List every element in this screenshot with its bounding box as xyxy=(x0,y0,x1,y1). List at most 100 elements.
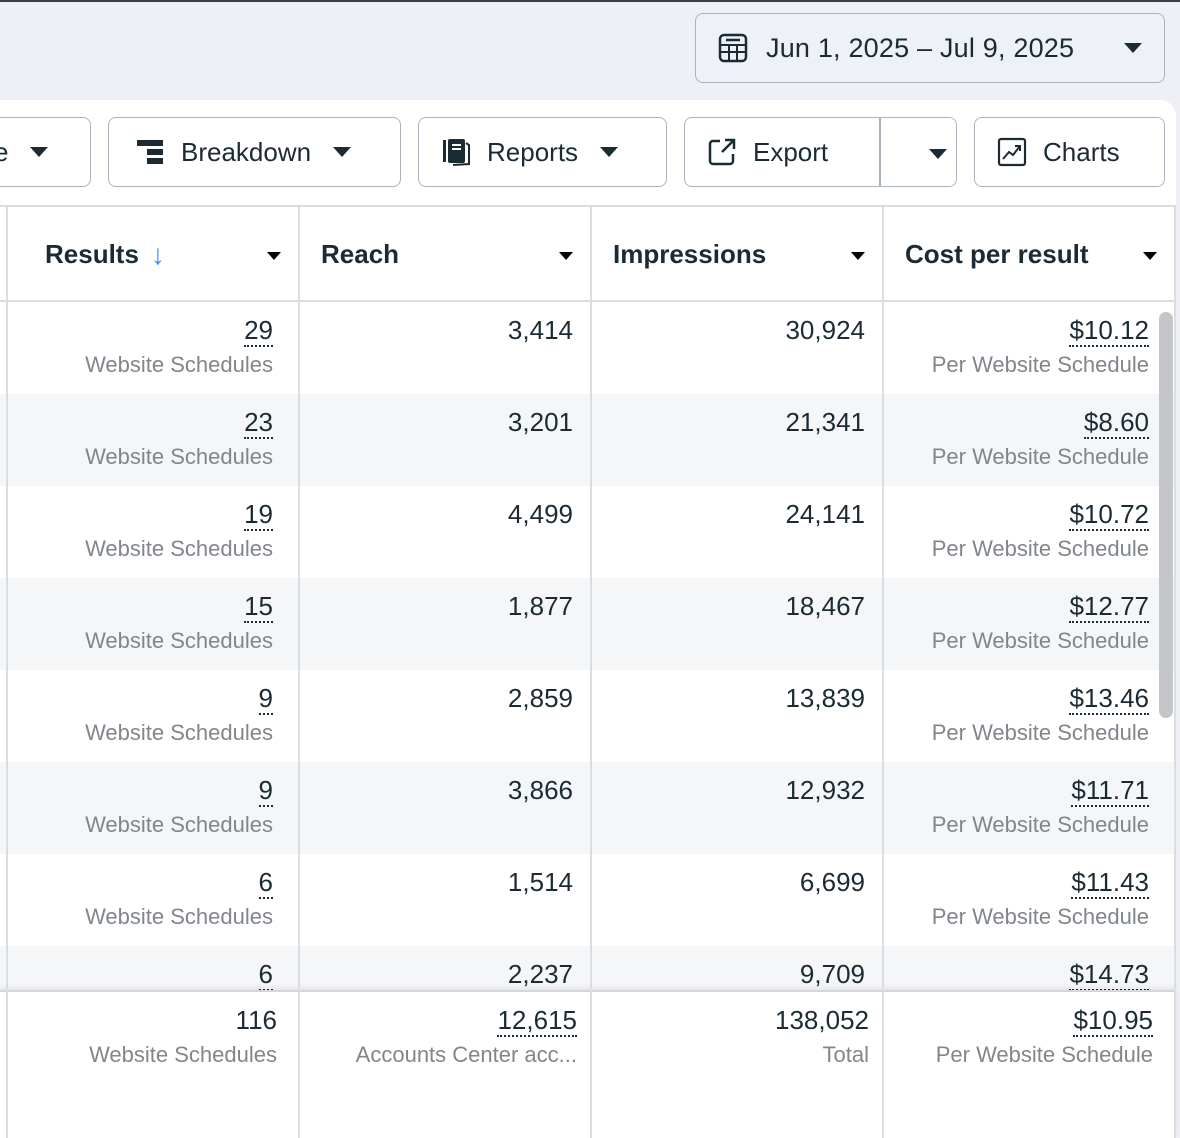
column-menu-chevron-icon[interactable] xyxy=(1143,252,1157,260)
charts-label: Charts xyxy=(1043,136,1120,167)
column-menu-chevron-icon[interactable] xyxy=(267,252,281,260)
impressions-value: 30,924 xyxy=(785,315,865,345)
truncated-dropdown-button[interactable]: ce xyxy=(0,117,91,187)
reports-button[interactable]: Reports xyxy=(418,117,667,187)
results-label: Website Schedules xyxy=(85,904,273,929)
results-value[interactable]: 6 xyxy=(258,867,273,899)
table-row[interactable]: 6 Website Schedules 1,514 6,699 $11.43 Per We… xyxy=(0,854,1176,946)
total-cost-value[interactable]: $10.95 xyxy=(1073,1005,1153,1037)
impressions-cell: 6,699 xyxy=(592,854,865,946)
reports-icon xyxy=(443,139,470,166)
results-label: Website Schedules xyxy=(85,812,273,837)
breakdown-button[interactable]: Breakdown xyxy=(108,117,401,187)
total-reach-cell: 12,615 Accounts Center acc... xyxy=(300,992,577,1138)
cost-per-result-value[interactable]: $8.60 xyxy=(1083,407,1149,439)
reach-cell: 1,514 xyxy=(300,854,573,946)
cost-per-result-cell: $12.77 Per Website Schedule xyxy=(884,578,1149,670)
total-results-label: Website Schedules xyxy=(89,1042,277,1067)
table-row[interactable]: 19 Website Schedules 4,499 24,141 $10.72 Per … xyxy=(0,486,1176,578)
impressions-cell: 9,709 xyxy=(592,946,865,990)
impressions-cell: 12,932 xyxy=(592,762,865,854)
results-value[interactable]: 6 xyxy=(258,959,273,990)
impressions-cell: 18,467 xyxy=(592,578,865,670)
results-value[interactable]: 23 xyxy=(244,407,273,439)
reach-value: 2,859 xyxy=(507,683,573,713)
table-row[interactable]: 29 Website Schedules 3,414 30,924 $10.12 Per … xyxy=(0,302,1176,394)
reach-value: 4,499 xyxy=(507,499,573,529)
results-value[interactable]: 9 xyxy=(258,775,273,807)
results-table: Results ↓ Reach Impressions Cost per res… xyxy=(0,205,1176,1138)
column-label: Impressions xyxy=(613,239,767,269)
impressions-cell: 13,839 xyxy=(592,670,865,762)
results-cell: 6 Website Schedules xyxy=(0,854,273,946)
impressions-value: 24,141 xyxy=(785,499,865,529)
export-button[interactable]: Export xyxy=(684,117,957,187)
table-row[interactable]: 23 Website Schedules 3,201 21,341 $8.60 Per W… xyxy=(0,394,1176,486)
results-cell: 9 Website Schedules xyxy=(0,670,273,762)
date-range-picker[interactable]: Jun 1, 2025 – Jul 9, 2025 xyxy=(695,13,1165,83)
results-label: Website Schedules xyxy=(85,628,273,653)
reach-value: 3,414 xyxy=(507,315,573,345)
total-impressions-label: Total xyxy=(822,1042,869,1067)
impressions-value: 21,341 xyxy=(785,407,865,437)
total-cost-cell: $10.95 Per Website Schedule xyxy=(884,992,1153,1138)
charts-icon xyxy=(997,137,1027,167)
cost-per-result-label: Per Website Schedule xyxy=(931,352,1149,377)
cost-per-result-cell: $14.73Per Website Schedule xyxy=(884,946,1149,990)
export-label: Export xyxy=(753,136,829,167)
column-divider xyxy=(1174,205,1176,1138)
cost-per-result-cell: $8.60 Per Website Schedule xyxy=(884,394,1149,486)
column-header-results[interactable]: Results ↓ xyxy=(8,207,299,302)
table-totals-row: 116 Website Schedules 12,615 Accounts Ce… xyxy=(0,990,1176,1138)
chevron-down-icon xyxy=(1124,43,1142,53)
cost-per-result-cell: $13.46 Per Website Schedule xyxy=(884,670,1149,762)
results-value[interactable]: 15 xyxy=(244,591,273,623)
table-body: 29 Website Schedules 3,414 30,924 $10.12 Per … xyxy=(0,302,1176,990)
chevron-down-icon xyxy=(30,147,49,157)
cost-per-result-value[interactable]: $10.12 xyxy=(1069,315,1149,347)
column-header-reach[interactable]: Reach xyxy=(300,207,591,302)
cost-per-result-cell: $10.12 Per Website Schedule xyxy=(884,302,1149,394)
reach-value: 1,514 xyxy=(507,867,573,897)
results-value[interactable]: 19 xyxy=(244,499,273,531)
impressions-value: 9,709 xyxy=(799,959,865,989)
table-row[interactable]: 9 Website Schedules 3,866 12,932 $11.71 Per W… xyxy=(0,762,1176,854)
cost-per-result-value[interactable]: $11.43 xyxy=(1071,867,1149,899)
cost-per-result-label: Per Website Schedule xyxy=(931,444,1149,469)
column-menu-chevron-icon[interactable] xyxy=(559,252,573,260)
cost-per-result-cell: $11.43 Per Website Schedule xyxy=(884,854,1149,946)
results-label: Website Schedules xyxy=(85,720,273,745)
cost-per-result-value[interactable]: $12.77 xyxy=(1069,591,1149,623)
results-label: Website Schedules xyxy=(85,444,273,469)
column-header-cost-per-result[interactable]: Cost per result xyxy=(884,207,1175,302)
column-label: Reach xyxy=(321,239,400,269)
table-row[interactable]: 15 Website Schedules 1,877 18,467 $12.77 Per … xyxy=(0,578,1176,670)
total-reach-label: Accounts Center acc... xyxy=(355,1042,577,1067)
table-row[interactable]: 9 Website Schedules 2,859 13,839 $13.46 Per W… xyxy=(0,670,1176,762)
chevron-down-icon xyxy=(600,147,619,157)
charts-button[interactable]: Charts xyxy=(974,117,1165,187)
window-top-edge xyxy=(0,0,1180,2)
column-menu-chevron-icon[interactable] xyxy=(851,252,865,260)
cost-per-result-label: Per Website Schedule xyxy=(931,536,1149,561)
column-label: Results xyxy=(45,239,139,269)
chevron-down-icon xyxy=(333,147,352,157)
cost-per-result-value[interactable]: $14.73 xyxy=(1069,959,1149,990)
export-options-chevron-icon[interactable] xyxy=(929,149,947,159)
cost-per-result-value[interactable]: $11.71 xyxy=(1071,775,1149,807)
impressions-cell: 30,924 xyxy=(592,302,865,394)
results-cell: 19 Website Schedules xyxy=(0,486,273,578)
cost-per-result-value[interactable]: $10.72 xyxy=(1069,499,1149,531)
header-bottom-border xyxy=(0,300,1176,302)
truncated-button-label: ce xyxy=(0,136,9,167)
results-value[interactable]: 29 xyxy=(244,315,273,347)
results-label: Website Schedules xyxy=(85,352,273,377)
vertical-scrollbar-thumb[interactable] xyxy=(1159,312,1173,718)
column-header-impressions[interactable]: Impressions xyxy=(592,207,883,302)
total-reach-value[interactable]: 12,615 xyxy=(497,1005,577,1037)
results-cell: 29 Website Schedules xyxy=(0,302,273,394)
cost-per-result-value[interactable]: $13.46 xyxy=(1069,683,1149,715)
impressions-value: 18,467 xyxy=(785,591,865,621)
results-value[interactable]: 9 xyxy=(258,683,273,715)
